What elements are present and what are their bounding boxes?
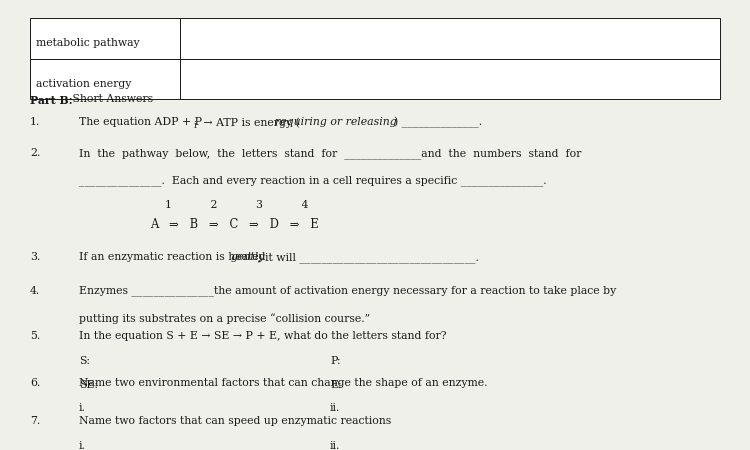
Text: E:: E: bbox=[330, 380, 341, 390]
Text: S:: S: bbox=[79, 356, 90, 365]
Text: 1.: 1. bbox=[30, 117, 40, 127]
Text: requiring or releasing: requiring or releasing bbox=[275, 117, 397, 127]
Text: ) ______________.: ) ______________. bbox=[394, 117, 482, 128]
Text: P:: P: bbox=[330, 356, 340, 365]
Text: 7.: 7. bbox=[30, 416, 40, 426]
Text: i: i bbox=[194, 121, 196, 130]
Text: 1           2           3           4: 1 2 3 4 bbox=[165, 200, 308, 210]
Text: Short Answers: Short Answers bbox=[69, 94, 153, 104]
Text: Name two factors that can speed up enzymatic reactions: Name two factors that can speed up enzym… bbox=[79, 416, 391, 426]
Text: Enzymes _______________the amount of activation energy necessary for a reaction : Enzymes _______________the amount of act… bbox=[79, 286, 616, 297]
Text: In the equation S + E → SE → P + E, what do the letters stand for?: In the equation S + E → SE → P + E, what… bbox=[79, 331, 446, 341]
Text: → ATP is energy (: → ATP is energy ( bbox=[200, 117, 300, 127]
Text: The equation ADP + P: The equation ADP + P bbox=[79, 117, 202, 127]
Text: , it will ________________________________.: , it will ______________________________… bbox=[258, 252, 478, 263]
Bar bbox=[30, 18, 180, 58]
Text: _______________.  Each and every reaction in a cell requires a specific ________: _______________. Each and every reaction… bbox=[79, 176, 546, 186]
Text: In  the  pathway  below,  the  letters  stand  for  ______________and  the  numb: In the pathway below, the letters stand … bbox=[79, 148, 581, 159]
Text: gently: gently bbox=[230, 252, 265, 262]
Bar bbox=[30, 58, 180, 99]
Text: ii.: ii. bbox=[330, 403, 340, 413]
Bar bbox=[180, 18, 720, 58]
Text: i.: i. bbox=[79, 403, 86, 413]
Text: A   ⇒   B   ⇒   C   ⇒   D   ⇒   E: A ⇒ B ⇒ C ⇒ D ⇒ E bbox=[150, 218, 319, 231]
Text: 3.: 3. bbox=[30, 252, 40, 262]
Text: activation energy: activation energy bbox=[36, 79, 131, 89]
Text: If an enzymatic reaction is heated: If an enzymatic reaction is heated bbox=[79, 252, 268, 262]
Text: SE:: SE: bbox=[79, 380, 98, 390]
Text: i.: i. bbox=[79, 441, 86, 450]
Text: 5.: 5. bbox=[30, 331, 40, 341]
Text: 4.: 4. bbox=[30, 286, 40, 296]
Text: putting its substrates on a precise “collision course.”: putting its substrates on a precise “col… bbox=[79, 313, 370, 324]
Text: Name two environmental factors that can change the shape of an enzyme.: Name two environmental factors that can … bbox=[79, 378, 488, 388]
Text: 6.: 6. bbox=[30, 378, 40, 388]
Bar bbox=[180, 58, 720, 99]
Text: ii.: ii. bbox=[330, 441, 340, 450]
Text: metabolic pathway: metabolic pathway bbox=[36, 38, 140, 48]
Text: Part B:: Part B: bbox=[30, 94, 73, 105]
Text: 2.: 2. bbox=[30, 148, 40, 158]
